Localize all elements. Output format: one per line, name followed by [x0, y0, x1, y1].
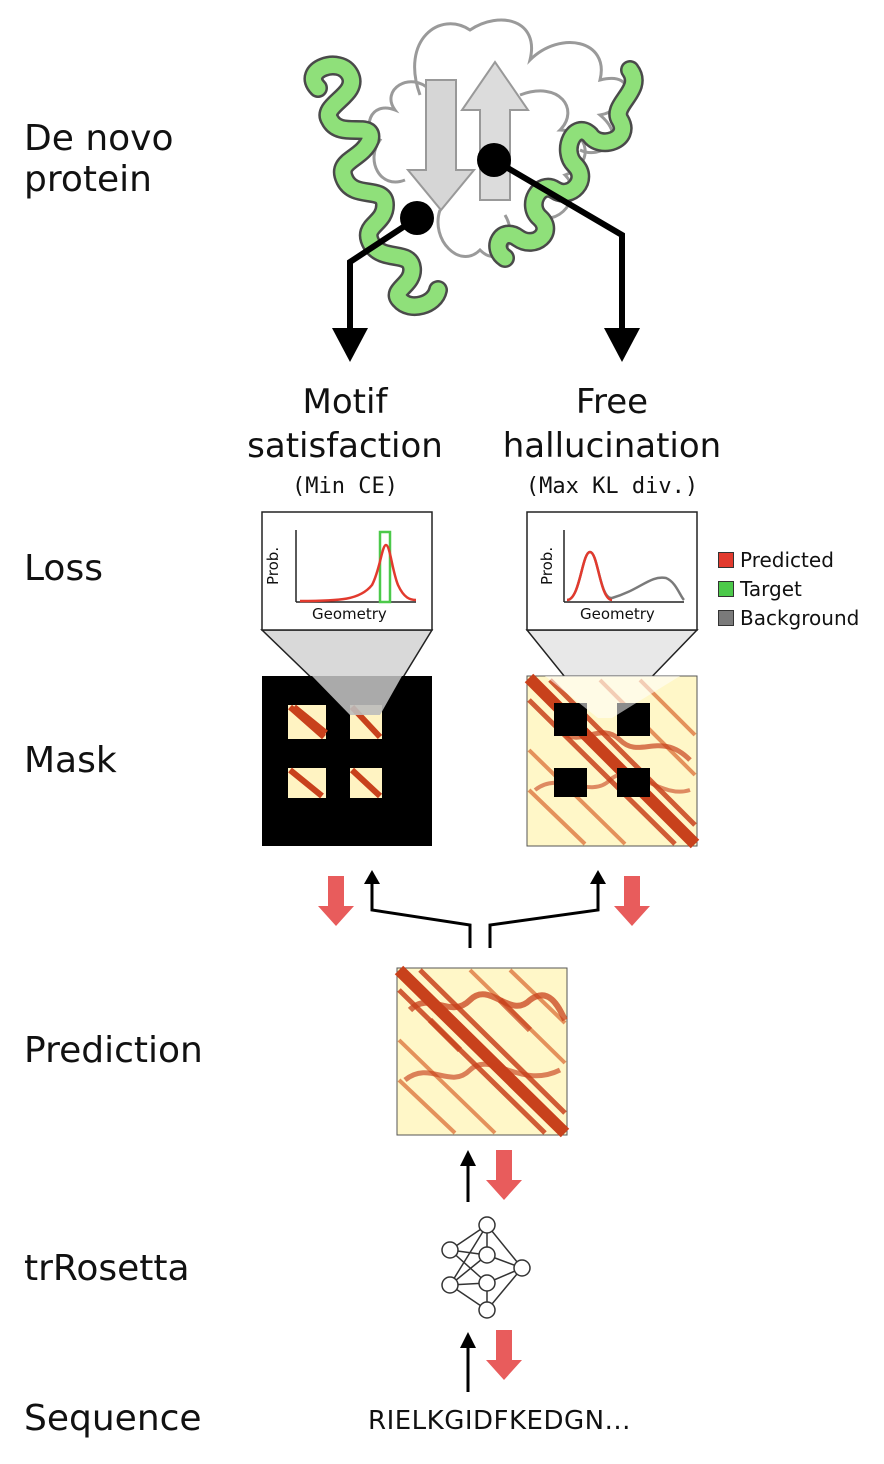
legend-item-background: Background	[718, 603, 859, 632]
free-column-subtitle: (Max KL div.)	[525, 474, 699, 499]
free-mask-map	[524, 673, 700, 849]
legend-label: Background	[740, 605, 860, 630]
sequence-text: RIELKGIDFKEDGN...	[368, 1406, 631, 1436]
free-loss-xlabel: Geometry	[580, 605, 655, 623]
beta-strand-down	[405, 79, 477, 212]
row-label-loss: Loss	[24, 548, 103, 589]
gradient-arrows	[318, 876, 650, 1380]
neural-network-icon	[441, 1216, 531, 1319]
free-loss-ylabel: Prob.	[538, 546, 556, 585]
legend-swatch	[718, 580, 734, 597]
free-loss-panel	[525, 511, 699, 719]
row-label-network: trRosetta	[24, 1248, 190, 1289]
legend-swatch	[718, 551, 734, 568]
legend-label: Target	[740, 576, 802, 601]
legend: Predicted Target Background	[718, 545, 859, 632]
legend-swatch	[718, 609, 734, 626]
motif-loss-ylabel: Prob.	[264, 546, 282, 585]
legend-label: Predicted	[740, 547, 834, 572]
motif-arrow	[347, 215, 419, 330]
free-column-title: Free hallucination	[502, 382, 722, 467]
row-label-prediction: Prediction	[24, 1030, 203, 1071]
row-label-mask: Mask	[24, 740, 117, 781]
legend-item-predicted: Predicted	[718, 545, 859, 574]
legend-item-target: Target	[718, 574, 859, 603]
protein-cartoon	[303, 18, 644, 317]
free-arrow	[492, 157, 625, 330]
motif-column-subtitle: (Min CE)	[292, 474, 398, 499]
prediction-map	[394, 965, 570, 1138]
row-label-sequence: Sequence	[24, 1398, 202, 1439]
beta-strand-up	[460, 60, 530, 201]
motif-mask-map	[262, 676, 432, 846]
row-label-protein: De novo protein	[24, 118, 174, 201]
motif-column-title: Motif satisfaction	[247, 382, 443, 467]
motif-loss-xlabel: Geometry	[312, 605, 387, 623]
